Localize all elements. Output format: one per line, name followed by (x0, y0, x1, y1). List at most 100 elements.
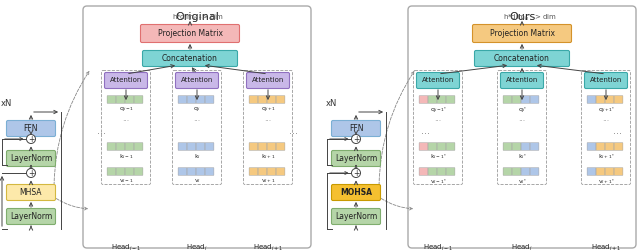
Circle shape (351, 169, 360, 177)
Text: Projection Matrix: Projection Matrix (157, 29, 223, 38)
Text: Attention: Attention (590, 78, 622, 83)
FancyBboxPatch shape (267, 168, 276, 175)
FancyBboxPatch shape (437, 96, 446, 103)
Text: FFN: FFN (24, 124, 38, 133)
FancyBboxPatch shape (205, 168, 214, 175)
FancyBboxPatch shape (175, 73, 218, 88)
FancyBboxPatch shape (267, 143, 276, 150)
FancyBboxPatch shape (125, 168, 134, 175)
Text: v$_i$: v$_i$ (193, 177, 200, 185)
FancyBboxPatch shape (104, 73, 147, 88)
Text: q$_i$': q$_i$' (518, 105, 526, 114)
FancyBboxPatch shape (332, 184, 381, 201)
FancyBboxPatch shape (503, 168, 512, 175)
FancyBboxPatch shape (587, 96, 596, 103)
Text: k$_{i+1}$': k$_{i+1}$' (598, 152, 614, 161)
FancyBboxPatch shape (276, 96, 285, 103)
FancyBboxPatch shape (134, 168, 143, 175)
FancyBboxPatch shape (500, 73, 543, 88)
Text: Attention: Attention (110, 78, 142, 83)
FancyBboxPatch shape (107, 96, 116, 103)
FancyBboxPatch shape (596, 96, 605, 103)
Text: ...: ... (193, 114, 200, 123)
Text: ...: ... (435, 114, 442, 123)
FancyBboxPatch shape (6, 150, 56, 167)
FancyBboxPatch shape (196, 168, 205, 175)
FancyBboxPatch shape (512, 143, 521, 150)
Text: Head$_{i+1}$: Head$_{i+1}$ (253, 243, 283, 252)
FancyBboxPatch shape (276, 143, 285, 150)
Text: LayerNorm: LayerNorm (10, 212, 52, 221)
FancyBboxPatch shape (249, 168, 258, 175)
Text: MOHSA: MOHSA (340, 188, 372, 197)
FancyBboxPatch shape (605, 168, 614, 175)
FancyBboxPatch shape (521, 168, 530, 175)
FancyBboxPatch shape (178, 143, 187, 150)
FancyBboxPatch shape (605, 96, 614, 103)
FancyBboxPatch shape (143, 50, 237, 67)
FancyBboxPatch shape (332, 120, 381, 137)
Text: FFN: FFN (349, 124, 364, 133)
FancyBboxPatch shape (428, 96, 437, 103)
FancyBboxPatch shape (102, 71, 150, 184)
Text: v$_{i+1}$: v$_{i+1}$ (260, 177, 275, 185)
Text: +: + (28, 135, 34, 143)
Text: q$_{i-1}$': q$_{i-1}$' (429, 105, 446, 114)
FancyBboxPatch shape (125, 96, 134, 103)
Text: Head$_{i-1}$: Head$_{i-1}$ (111, 243, 141, 252)
FancyBboxPatch shape (446, 143, 455, 150)
Text: xN: xN (0, 99, 12, 108)
FancyBboxPatch shape (141, 24, 239, 43)
FancyBboxPatch shape (474, 50, 570, 67)
Text: ...: ... (422, 126, 431, 136)
Text: Attention: Attention (252, 78, 284, 83)
FancyBboxPatch shape (521, 96, 530, 103)
FancyBboxPatch shape (83, 6, 311, 248)
FancyBboxPatch shape (419, 143, 428, 150)
Text: ...: ... (518, 114, 525, 123)
FancyBboxPatch shape (512, 168, 521, 175)
FancyBboxPatch shape (332, 208, 381, 225)
Text: v$_i$': v$_i$' (518, 177, 526, 186)
FancyBboxPatch shape (246, 73, 289, 88)
FancyBboxPatch shape (521, 143, 530, 150)
Text: Attention: Attention (506, 78, 538, 83)
FancyBboxPatch shape (6, 120, 56, 137)
FancyBboxPatch shape (596, 143, 605, 150)
FancyBboxPatch shape (178, 168, 187, 175)
FancyBboxPatch shape (205, 96, 214, 103)
Text: LayerNorm: LayerNorm (335, 154, 377, 163)
Circle shape (26, 135, 35, 143)
FancyBboxPatch shape (258, 143, 267, 150)
FancyBboxPatch shape (419, 168, 428, 175)
FancyBboxPatch shape (417, 73, 460, 88)
Text: Concatenation: Concatenation (162, 54, 218, 63)
Text: q$_{i+1}$': q$_{i+1}$' (598, 105, 614, 114)
FancyBboxPatch shape (116, 168, 125, 175)
Text: k$_i$: k$_i$ (193, 152, 200, 161)
Text: h*dim$_h$ -> dim: h*dim$_h$ -> dim (172, 13, 224, 23)
FancyBboxPatch shape (503, 143, 512, 150)
FancyBboxPatch shape (196, 143, 205, 150)
Text: q$_{i+1}$: q$_{i+1}$ (260, 105, 275, 113)
FancyBboxPatch shape (258, 96, 267, 103)
FancyBboxPatch shape (413, 71, 463, 184)
FancyBboxPatch shape (107, 143, 116, 150)
Text: Head$_i$: Head$_i$ (186, 243, 208, 252)
FancyBboxPatch shape (503, 96, 512, 103)
FancyBboxPatch shape (187, 168, 196, 175)
FancyBboxPatch shape (587, 143, 596, 150)
FancyBboxPatch shape (428, 143, 437, 150)
FancyBboxPatch shape (614, 96, 623, 103)
FancyBboxPatch shape (332, 150, 381, 167)
Text: +: + (353, 169, 359, 177)
Text: ...: ... (97, 126, 106, 136)
FancyBboxPatch shape (196, 96, 205, 103)
FancyBboxPatch shape (497, 71, 547, 184)
Text: k$_i$': k$_i$' (518, 152, 526, 161)
Text: Projection Matrix: Projection Matrix (490, 29, 554, 38)
FancyBboxPatch shape (258, 168, 267, 175)
FancyBboxPatch shape (116, 143, 125, 150)
Text: ...: ... (289, 126, 298, 136)
Text: LayerNorm: LayerNorm (335, 212, 377, 221)
